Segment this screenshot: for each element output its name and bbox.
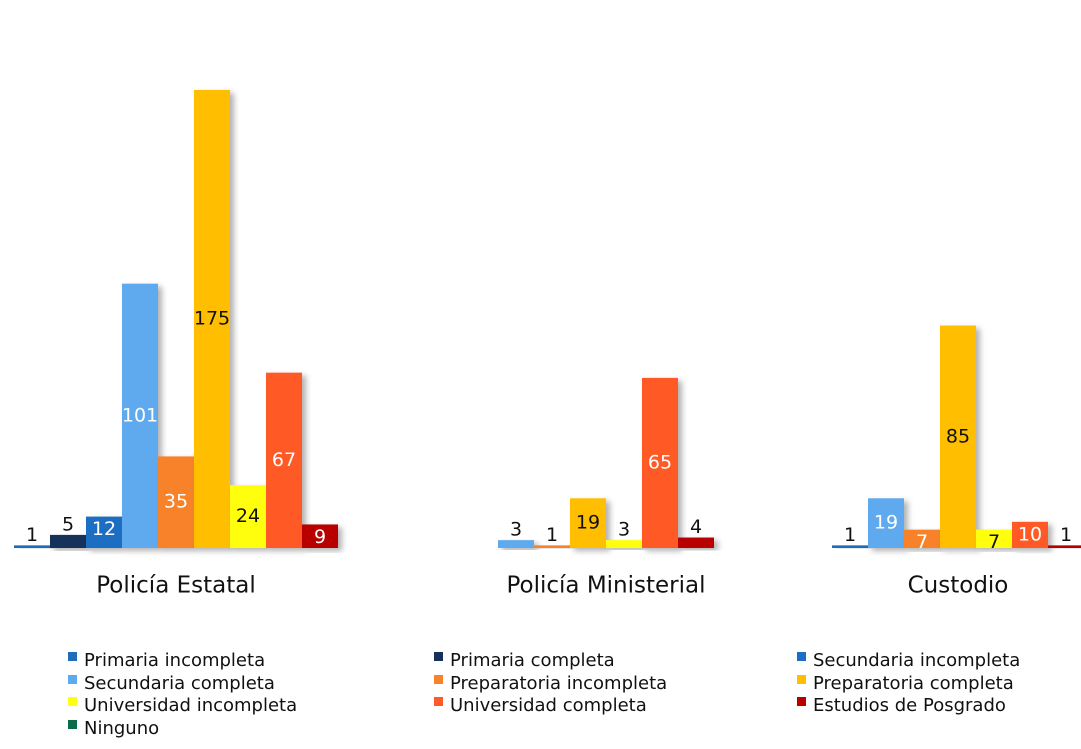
legend-swatch xyxy=(68,720,77,729)
bar xyxy=(1048,545,1081,548)
bar xyxy=(498,540,534,548)
data-label: 7 xyxy=(916,531,928,553)
bar xyxy=(534,545,570,548)
data-label: 1 xyxy=(1060,524,1072,546)
legend-label: Ninguno xyxy=(84,718,159,739)
bar xyxy=(266,372,302,548)
bar xyxy=(302,524,338,548)
legend-swatch xyxy=(797,697,806,706)
data-label: 35 xyxy=(164,491,188,513)
legend-swatch xyxy=(797,652,806,661)
data-label: 175 xyxy=(194,308,230,330)
data-label: 67 xyxy=(272,449,296,471)
data-label: 19 xyxy=(576,512,600,534)
data-label: 3 xyxy=(510,519,522,541)
x-tick-label: Custodio xyxy=(908,573,1009,599)
bar xyxy=(976,529,1012,548)
legend-label: Preparatoria completa xyxy=(813,673,1014,694)
x-tick-label: Policía Estatal xyxy=(96,573,255,599)
data-label: 1 xyxy=(26,524,38,546)
bar xyxy=(570,498,606,548)
legend-swatch xyxy=(68,652,77,661)
bar xyxy=(122,283,158,548)
legend-label: Estudios de Posgrado xyxy=(813,695,1006,716)
bar xyxy=(904,529,940,548)
data-label: 1 xyxy=(546,524,558,546)
legend-label: Primaria incompleta xyxy=(84,650,265,671)
data-label: 65 xyxy=(648,451,672,473)
bar xyxy=(940,325,976,548)
legend-swatch xyxy=(797,675,806,684)
data-label: 19 xyxy=(874,512,898,534)
bar xyxy=(86,516,122,548)
data-label: 9 xyxy=(314,526,326,548)
data-label: 24 xyxy=(236,505,260,527)
legend-label: Secundaria incompleta xyxy=(813,650,1020,671)
legend-label: Universidad incompleta xyxy=(84,695,297,716)
data-label: 7 xyxy=(988,531,1000,553)
legend-swatch xyxy=(68,675,77,684)
bar xyxy=(1012,521,1048,548)
bar xyxy=(50,534,86,548)
bar xyxy=(14,545,50,548)
legend-label: Universidad completa xyxy=(450,695,647,716)
legend-label: Preparatoria incompleta xyxy=(450,673,667,694)
legend-swatch xyxy=(68,697,77,706)
bar xyxy=(158,456,194,548)
bar xyxy=(606,540,642,548)
data-label: 5 xyxy=(62,513,74,535)
data-label: 101 xyxy=(122,404,158,426)
legend-label: Primaria completa xyxy=(450,650,615,671)
bar xyxy=(868,498,904,548)
legend-swatch xyxy=(434,675,443,684)
data-label: 4 xyxy=(690,516,702,538)
bar xyxy=(832,545,868,548)
data-label: 85 xyxy=(946,425,970,447)
bar xyxy=(194,90,230,548)
bar xyxy=(642,377,678,548)
bar xyxy=(230,485,266,548)
data-label: 3 xyxy=(618,519,630,541)
legend-label: Secundaria completa xyxy=(84,673,275,694)
data-label: 10 xyxy=(1018,523,1042,545)
bar xyxy=(678,537,714,548)
data-label: 12 xyxy=(92,518,116,540)
legend-swatch xyxy=(434,697,443,706)
legend-swatch xyxy=(434,652,443,661)
x-tick-label: Policía Ministerial xyxy=(506,573,705,599)
data-label: 1 xyxy=(844,524,856,546)
